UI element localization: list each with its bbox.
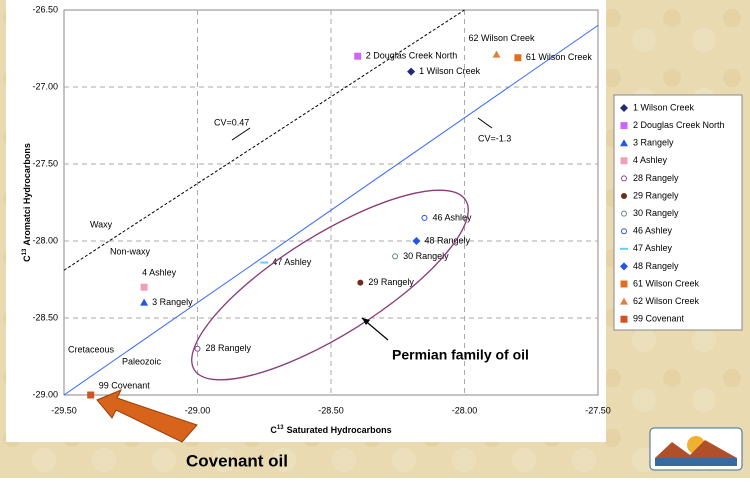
axis-title-symbol: C xyxy=(22,255,32,262)
marker xyxy=(412,237,421,245)
data-label: 46 Ashley xyxy=(432,212,472,222)
axis-title-symbol: C xyxy=(270,425,277,435)
marker xyxy=(357,279,364,286)
data-label: 47 Ashley xyxy=(272,257,312,267)
marker xyxy=(621,175,627,182)
x-tick-label: -28.00 xyxy=(452,405,478,415)
x-tick-label: -29.00 xyxy=(185,405,211,415)
arrow xyxy=(477,117,493,129)
x-tick-label: -28.50 xyxy=(318,405,344,415)
annotation: Paleozoic xyxy=(122,356,162,366)
marker xyxy=(620,139,628,147)
marker xyxy=(620,104,628,112)
marker xyxy=(621,193,627,199)
legend xyxy=(613,94,743,331)
y-tick-label: -27.50 xyxy=(32,158,58,168)
annotation: Cretaceous xyxy=(68,344,115,354)
x-tick-label: -27.50 xyxy=(585,405,611,415)
annotation: Covenant oil xyxy=(186,451,288,470)
marker xyxy=(407,67,416,76)
big-arrow xyxy=(96,389,198,443)
legend-label: 62 Wilson Creek xyxy=(633,296,700,306)
y-tick-label: -27.00 xyxy=(32,81,58,91)
marker xyxy=(620,262,628,271)
data-label: 4 Ashley xyxy=(142,268,177,278)
data-label: 62 Wilson Creek xyxy=(469,33,536,43)
legend-label: 3 Rangely xyxy=(633,138,674,148)
y-tick-label: -28.00 xyxy=(32,235,58,245)
axis-title-superscript: 13 xyxy=(22,248,28,255)
marker xyxy=(354,52,362,60)
data-label: 61 Wilson Creek xyxy=(526,52,593,62)
marker xyxy=(620,157,628,165)
annotation: Non-waxy xyxy=(110,246,151,256)
x-tick-label: -29.50 xyxy=(51,405,77,415)
marker xyxy=(620,122,628,130)
data-label: 2 Douglas Creek North xyxy=(366,51,458,61)
annotation: Permian family of oil xyxy=(392,347,529,363)
axis-title-text: Aromatci Hydrocarbons xyxy=(22,143,32,246)
legend-label: 61 Wilson Creek xyxy=(633,278,700,288)
y-tick-label: -29.00 xyxy=(32,389,58,399)
reference-line xyxy=(63,24,599,396)
axis-title: C13 Aromatci Hydrocarbons xyxy=(22,143,33,262)
legend-label: 2 Douglas Creek North xyxy=(633,120,725,130)
reference-line-label: CV=-1.3 xyxy=(478,133,511,143)
axis-title-superscript: 13 xyxy=(277,425,284,431)
logo xyxy=(649,427,743,471)
marker xyxy=(392,253,399,260)
marker xyxy=(492,50,501,58)
marker xyxy=(514,54,522,62)
arrow xyxy=(231,127,251,141)
marker xyxy=(620,280,628,288)
y-tick-label: -28.50 xyxy=(32,312,58,322)
marker xyxy=(140,283,148,291)
reference-line-label: CV=0.47 xyxy=(214,117,249,127)
marker xyxy=(620,315,628,323)
y-tick-label: -26.50 xyxy=(32,4,58,14)
marker xyxy=(621,228,627,235)
legend-label: 99 Covenant xyxy=(633,314,685,324)
marker xyxy=(140,298,149,306)
axis-title: C13 Saturated Hydrocarbons xyxy=(270,425,391,436)
marker xyxy=(620,247,628,250)
arrow-head xyxy=(362,318,370,325)
marker xyxy=(621,210,627,217)
data-label: 29 Rangely xyxy=(368,277,414,287)
data-label: 30 Rangely xyxy=(403,251,449,261)
marker xyxy=(87,391,95,399)
legend-label: 30 Rangely xyxy=(633,208,679,218)
marker xyxy=(620,297,628,305)
data-label: 1 Wilson Creek xyxy=(419,66,481,76)
legend-label: 1 Wilson Creek xyxy=(633,102,695,112)
data-label: 48 Rangely xyxy=(424,235,470,245)
legend-label: 28 Rangely xyxy=(633,173,679,183)
legend-label: 47 Ashley xyxy=(633,243,673,253)
legend-label: 46 Ashley xyxy=(633,226,673,236)
legend-label: 29 Rangely xyxy=(633,190,679,200)
axis-title-text: Saturated Hydrocarbons xyxy=(287,425,392,435)
marker xyxy=(194,345,201,352)
marker xyxy=(421,214,428,221)
data-label: 28 Rangely xyxy=(206,343,252,353)
ellipse xyxy=(191,189,469,381)
data-label: 3 Rangely xyxy=(152,297,193,307)
marker xyxy=(260,261,269,264)
data-label: 99 Covenant xyxy=(99,380,151,390)
annotation: Waxy xyxy=(90,219,113,229)
legend-label: 4 Ashley xyxy=(633,155,668,165)
legend-label: 48 Rangely xyxy=(633,261,679,271)
